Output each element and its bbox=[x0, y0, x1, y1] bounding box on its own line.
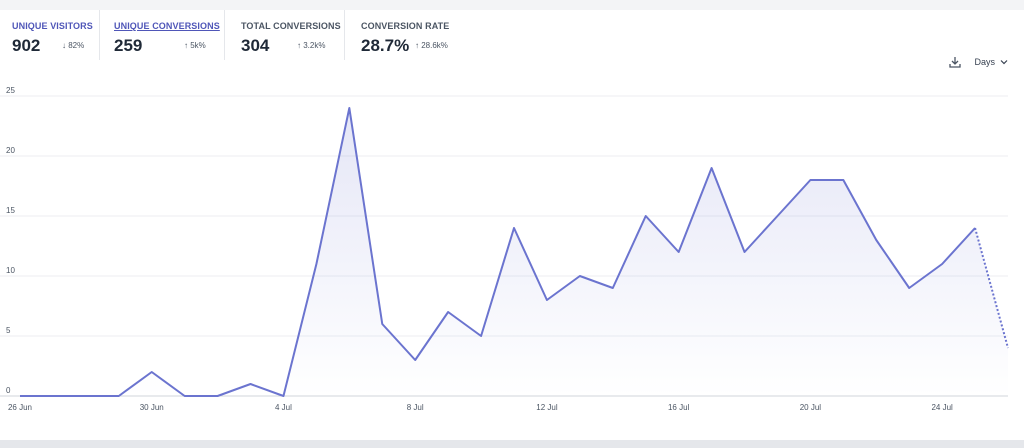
y-tick-label: 20 bbox=[6, 146, 15, 155]
x-tick-label: 30 Jun bbox=[140, 403, 164, 412]
x-tick-label: 8 Jul bbox=[407, 403, 424, 412]
data-point-24-jul[interactable] bbox=[936, 258, 948, 270]
stat-unique-visitors[interactable]: UNIQUE VISITORS 902 ↓ 82% bbox=[0, 10, 98, 60]
data-point-2-jul[interactable] bbox=[212, 390, 224, 402]
data-point-1-jul[interactable] bbox=[179, 390, 191, 402]
line-chart: 0 5 10 15 20 25 26 Jun 30 Jun 4 Jul 8 Jul 12 Jul 1… bbox=[0, 86, 1014, 412]
stat-unique-conversions[interactable]: UNIQUE CONVERSIONS 259 ↑ 5k% bbox=[99, 10, 224, 60]
y-tick-label: 5 bbox=[6, 326, 11, 335]
period-label: Days bbox=[974, 57, 995, 67]
data-point-5-jul[interactable] bbox=[310, 258, 322, 270]
data-point-21-jul[interactable] bbox=[837, 174, 849, 186]
download-icon[interactable] bbox=[948, 55, 962, 69]
data-point-8-jul[interactable] bbox=[409, 354, 421, 366]
data-point-4-jul[interactable] bbox=[277, 390, 289, 402]
x-tick-label: 16 Jul bbox=[668, 403, 690, 412]
data-point-7-jul[interactable] bbox=[376, 318, 388, 330]
data-point-3-jul[interactable] bbox=[245, 378, 257, 390]
x-tick-label: 4 Jul bbox=[275, 403, 292, 412]
top-background-strip bbox=[0, 0, 1024, 10]
data-point-25-jul[interactable] bbox=[969, 222, 981, 234]
period-select[interactable]: Days bbox=[974, 57, 1008, 67]
data-point-19-jul[interactable] bbox=[771, 210, 783, 222]
data-point-18-jul[interactable] bbox=[739, 246, 751, 258]
stat-change: ↓ 82% bbox=[62, 41, 85, 50]
data-point-27-jun[interactable] bbox=[47, 390, 59, 402]
x-axis-labels: 26 Jun 30 Jun 4 Jul 8 Jul 12 Jul 16 Jul 20 Jul… bbox=[8, 403, 953, 412]
data-point-26-jun[interactable] bbox=[14, 390, 26, 402]
data-point-14-jul[interactable] bbox=[607, 282, 619, 294]
y-tick-label: 25 bbox=[6, 86, 15, 95]
data-point-11-jul[interactable] bbox=[508, 222, 520, 234]
y-axis-labels: 0 5 10 15 20 25 bbox=[6, 86, 15, 395]
stat-total-conversions[interactable]: TOTAL CONVERSIONS 304 ↑ 3.2k% bbox=[224, 10, 344, 60]
stat-value: 28.7% bbox=[361, 36, 410, 55]
data-point-13-jul[interactable] bbox=[574, 270, 586, 282]
data-point-6-jul[interactable] bbox=[343, 102, 355, 114]
chevron-down-icon bbox=[1000, 60, 1008, 65]
data-point-9-jul[interactable] bbox=[442, 306, 454, 318]
data-point-12-jul[interactable] bbox=[541, 294, 553, 306]
data-point-23-jul[interactable] bbox=[903, 282, 915, 294]
y-tick-label: 10 bbox=[6, 266, 15, 275]
chart-controls: Days bbox=[948, 55, 1008, 69]
stats-bar: UNIQUE VISITORS 902 ↓ 82% UNIQUE CONVERS… bbox=[0, 10, 471, 70]
y-tick-label: 0 bbox=[6, 386, 11, 395]
stat-label[interactable]: CONVERSION RATE bbox=[361, 21, 450, 31]
data-point-29-jun[interactable] bbox=[113, 390, 125, 402]
bottom-scrollbar-strip bbox=[0, 440, 1024, 448]
x-tick-label: 24 Jul bbox=[931, 403, 953, 412]
series-line-partial bbox=[974, 227, 1009, 349]
data-point-22-jul[interactable] bbox=[870, 234, 882, 246]
data-point-28-jun[interactable] bbox=[80, 390, 92, 402]
data-point-17-jul[interactable] bbox=[706, 162, 718, 174]
data-point-15-jul[interactable] bbox=[640, 210, 652, 222]
stat-value: 304 bbox=[241, 36, 270, 55]
data-point-20-jul[interactable] bbox=[804, 174, 816, 186]
series-area bbox=[20, 108, 1008, 396]
data-point-16-jul[interactable] bbox=[673, 246, 685, 258]
x-tick-label: 26 Jun bbox=[8, 403, 32, 412]
stat-label[interactable]: UNIQUE VISITORS bbox=[12, 21, 93, 31]
series-line bbox=[14, 102, 1014, 402]
stat-change: ↑ 28.6k% bbox=[415, 41, 448, 50]
stat-value: 259 bbox=[114, 36, 143, 55]
y-tick-label: 15 bbox=[6, 206, 15, 215]
data-point-26-jul[interactable] bbox=[1002, 342, 1014, 354]
x-tick-label: 12 Jul bbox=[536, 403, 558, 412]
stat-change: ↑ 5k% bbox=[184, 41, 206, 50]
stat-conversion-rate[interactable]: CONVERSION RATE 28.7% ↑ 28.6k% bbox=[344, 10, 471, 60]
stat-label[interactable]: UNIQUE CONVERSIONS bbox=[114, 21, 220, 31]
stat-value: 902 bbox=[12, 36, 41, 55]
data-point-30-jun[interactable] bbox=[146, 366, 158, 378]
series-line-solid bbox=[20, 107, 976, 397]
analytics-card: UNIQUE VISITORS 902 ↓ 82% UNIQUE CONVERS… bbox=[0, 10, 1024, 440]
data-point-10-jul[interactable] bbox=[475, 330, 487, 342]
stat-label[interactable]: TOTAL CONVERSIONS bbox=[241, 21, 341, 31]
stat-change: ↑ 3.2k% bbox=[297, 41, 326, 50]
x-tick-label: 20 Jul bbox=[800, 403, 822, 412]
